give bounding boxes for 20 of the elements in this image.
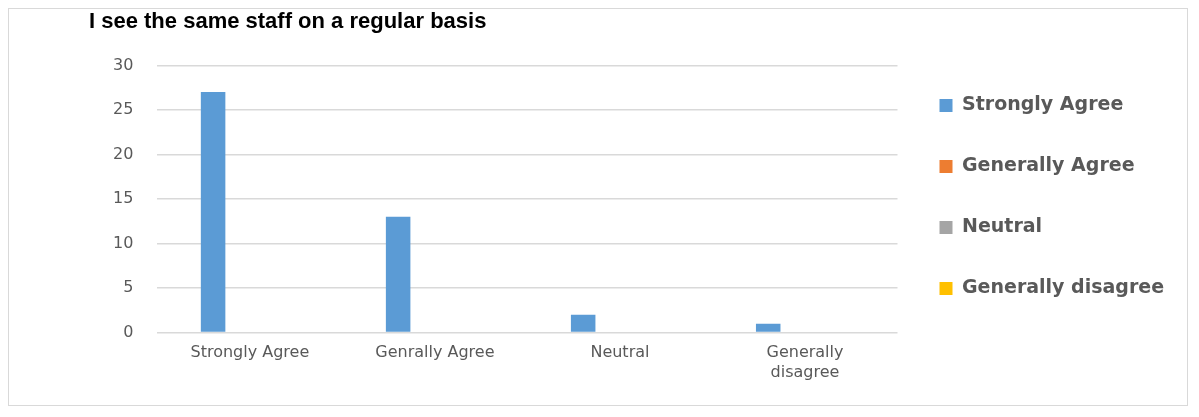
- y-tick-label: 20: [113, 143, 134, 163]
- y-tick-label: 30: [113, 54, 134, 74]
- chart-title: I see the same staff on a regular basis: [89, 8, 487, 34]
- bar: [755, 323, 781, 332]
- legend-label: Neutral: [962, 214, 1043, 237]
- y-tick-label: 15: [113, 188, 134, 208]
- x-tick-label: Neutral: [590, 342, 650, 362]
- x-tick-label: Strongly Agree: [190, 342, 310, 362]
- x-tick-label: Genrally Agree: [375, 342, 495, 362]
- bar: [200, 92, 226, 332]
- y-tick-label: 25: [113, 99, 134, 119]
- bar: [385, 216, 411, 332]
- legend-label: Strongly Agree: [962, 92, 1124, 115]
- x-tick-label: Generally disagree: [766, 342, 844, 381]
- y-tick-label: 5: [123, 277, 134, 297]
- bar: [570, 314, 596, 332]
- legend-label: Generally disagree: [962, 275, 1165, 298]
- y-tick-label: 0: [123, 321, 134, 341]
- y-tick-label: 10: [113, 232, 134, 252]
- legend-label: Generally Agree: [962, 153, 1135, 176]
